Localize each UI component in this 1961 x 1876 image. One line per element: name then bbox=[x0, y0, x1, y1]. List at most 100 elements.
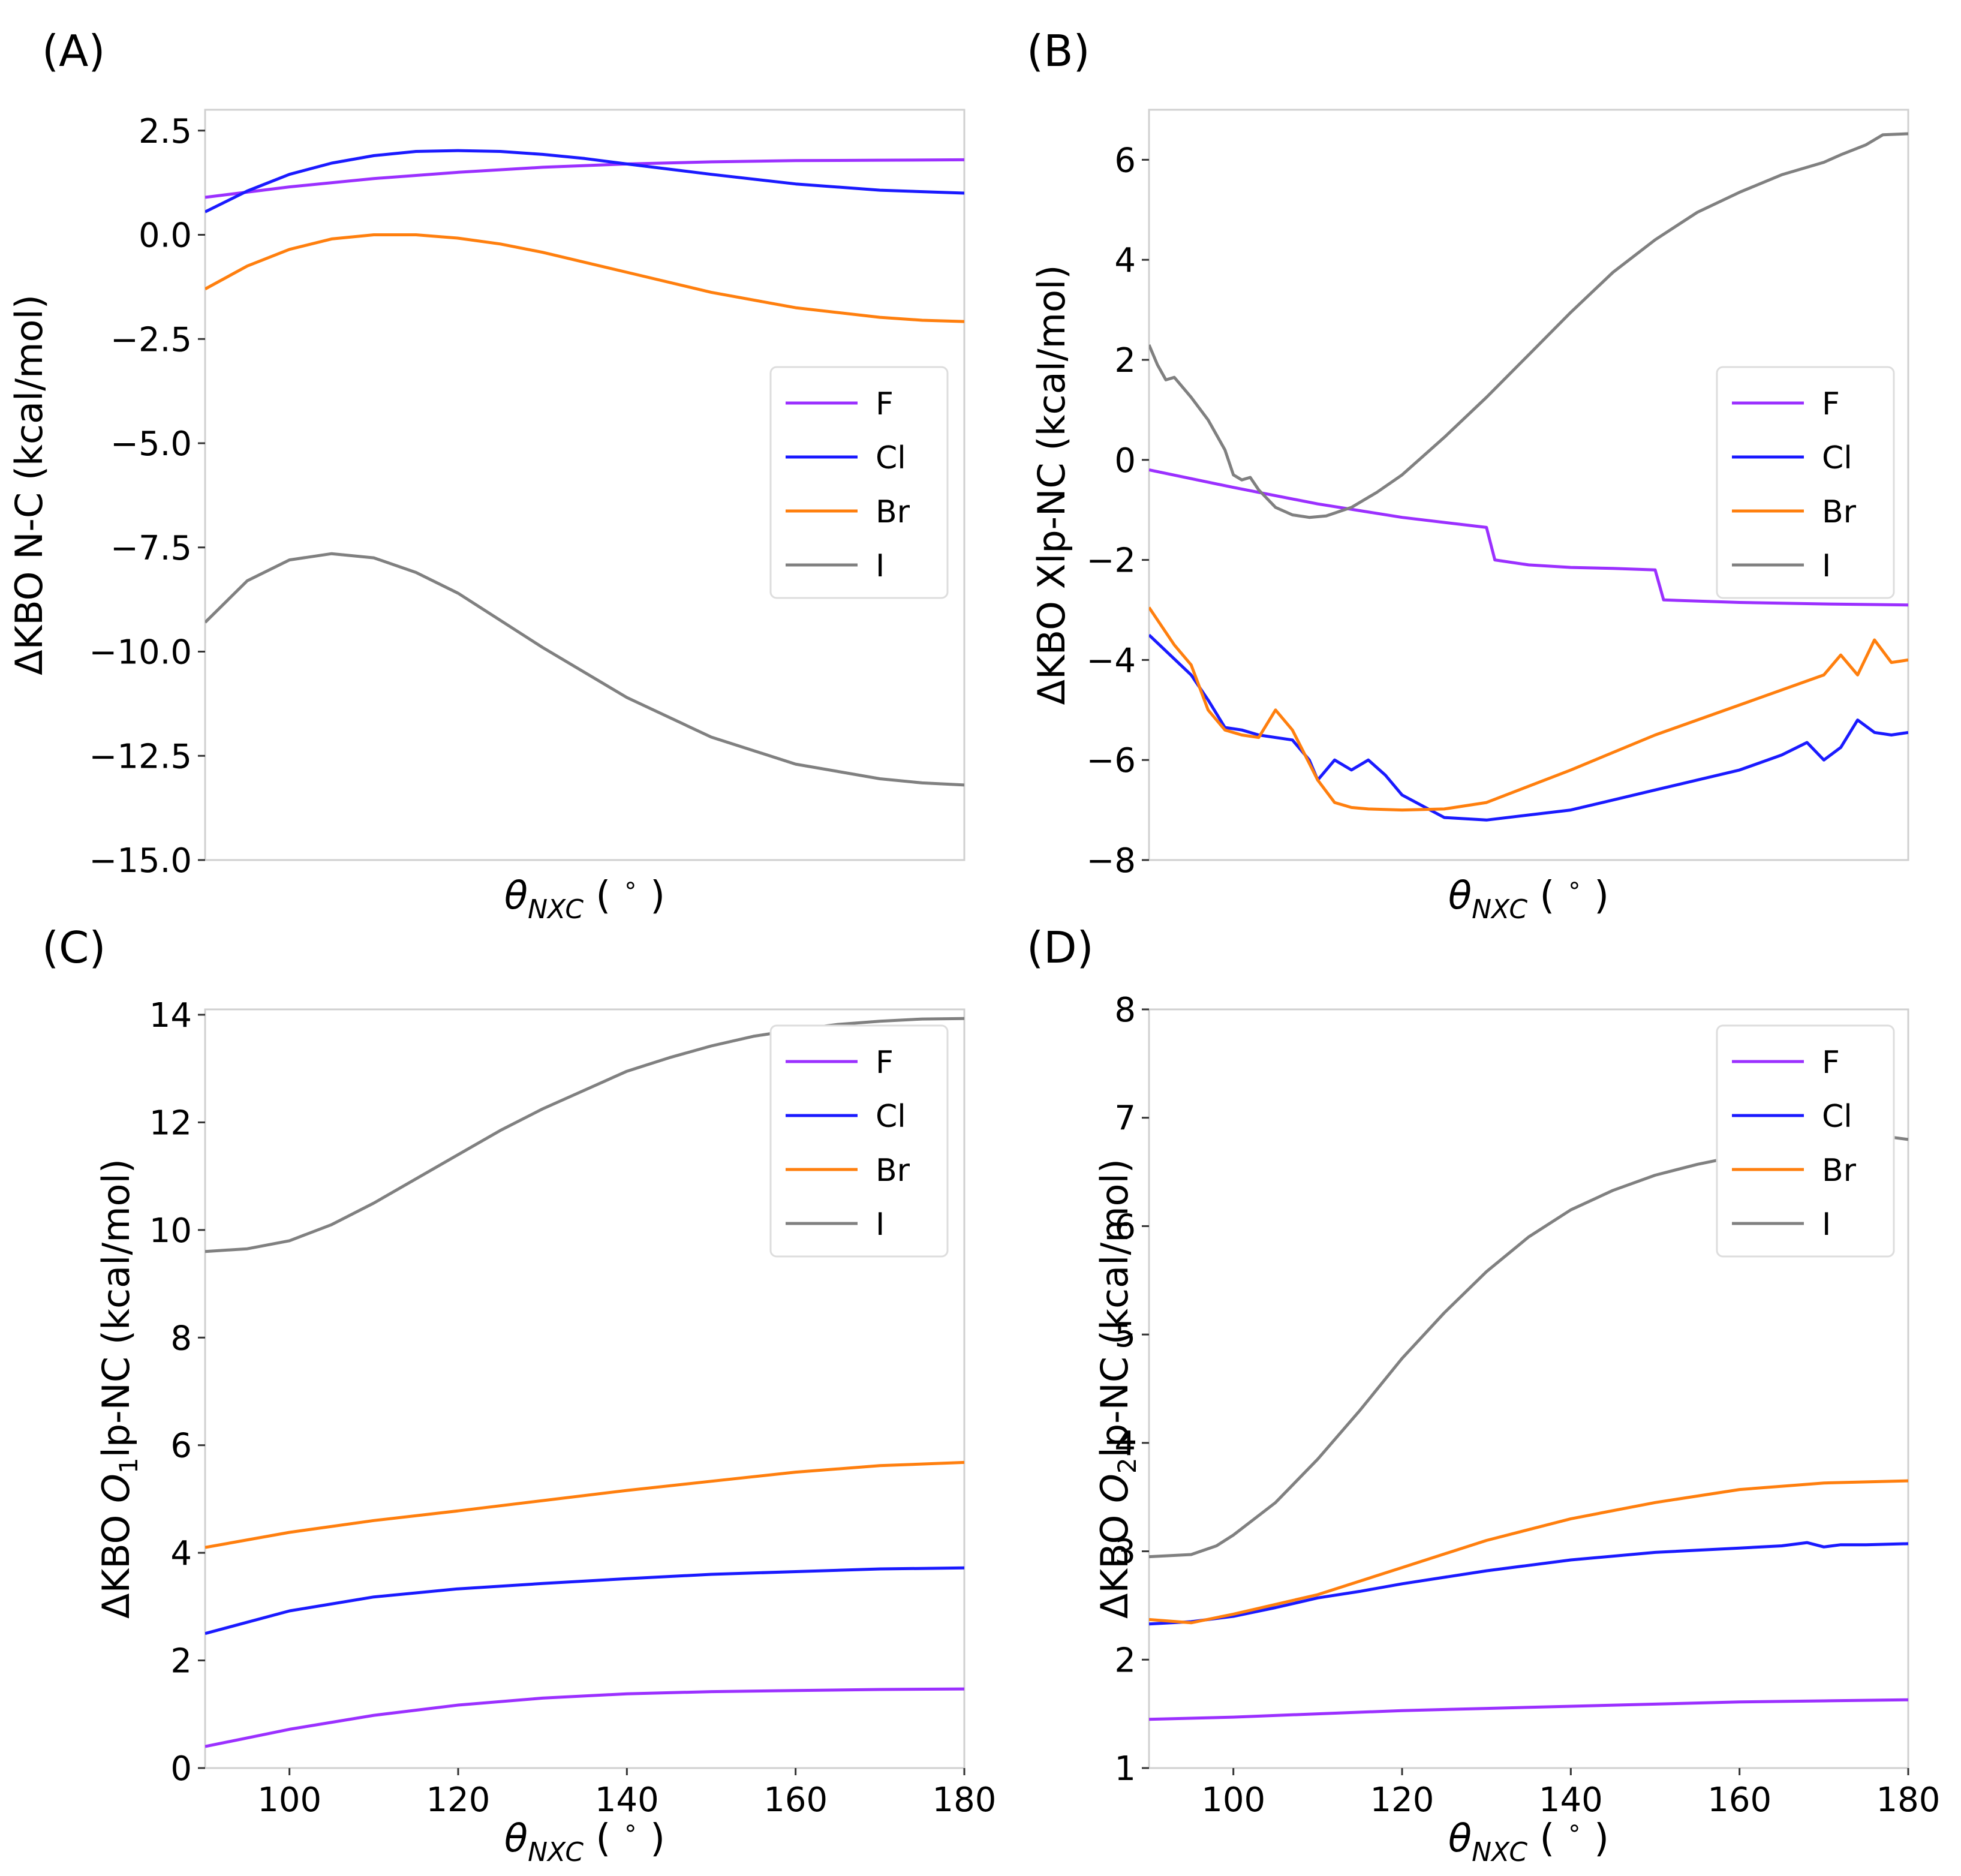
legend-label: Br bbox=[1822, 494, 1857, 530]
x-axis-label-part: ∘ bbox=[1567, 871, 1582, 899]
y-tick-label: 8 bbox=[170, 1319, 192, 1358]
x-axis-label-part: ( bbox=[1527, 1817, 1567, 1861]
y-tick-label: 6 bbox=[1114, 1207, 1136, 1246]
series-line-f bbox=[205, 158, 964, 199]
y-tick-label: −15.0 bbox=[89, 841, 192, 880]
y-tick-label: 10 bbox=[149, 1211, 192, 1250]
y-tick-label: 12 bbox=[149, 1104, 192, 1143]
y-axis-label-part: ΔKBO bbox=[1093, 1503, 1136, 1619]
y-tick-label: 6 bbox=[170, 1427, 192, 1466]
y-tick-label: −5.0 bbox=[110, 425, 192, 464]
x-axis-label-part: θ bbox=[504, 1817, 528, 1861]
x-axis-label-part: NXC bbox=[1472, 894, 1527, 925]
y-axis-label-part: lp-NC (kcal/mol) bbox=[94, 1159, 138, 1457]
x-axis-label-part: ) bbox=[1582, 1817, 1609, 1861]
series-line-br bbox=[205, 233, 964, 323]
legend-label: I bbox=[1822, 548, 1831, 584]
legend-label: I bbox=[1822, 1207, 1831, 1243]
y-axis-label: ΔKBO O2lp-NC (kcal/mol) bbox=[1093, 1159, 1142, 1619]
y-tick-label: 4 bbox=[1114, 1424, 1136, 1463]
y-axis-label: ΔKBO N-C (kcal/mol) bbox=[7, 294, 51, 675]
x-axis-label-part: ) bbox=[1582, 874, 1609, 918]
y-tick-label: −2 bbox=[1086, 542, 1136, 581]
panel-label: (B) bbox=[1027, 26, 1090, 76]
x-tick-label: 180 bbox=[933, 1781, 997, 1820]
y-tick-label: −4 bbox=[1086, 641, 1136, 680]
y-axis-label-part: 1 bbox=[114, 1457, 143, 1474]
y-tick-label: 8 bbox=[1114, 991, 1136, 1030]
legend-label: Cl bbox=[876, 1099, 906, 1135]
series-line-i bbox=[205, 1017, 964, 1253]
x-tick-label: 120 bbox=[1370, 1781, 1434, 1820]
x-axis-label-part: ) bbox=[638, 1817, 665, 1861]
legend: F Cl Br I bbox=[1716, 1024, 1895, 1258]
y-tick-label: 0 bbox=[1114, 441, 1136, 480]
plot-frame bbox=[1148, 1008, 1909, 1769]
x-axis-label-part: ( bbox=[584, 874, 623, 918]
y-axis-label: ΔKBO O1lp-NC (kcal/mol) bbox=[94, 1159, 143, 1619]
panel-label: (D) bbox=[1027, 922, 1094, 973]
y-tick-label: −8 bbox=[1086, 841, 1136, 880]
x-tick-label: 120 bbox=[426, 1781, 491, 1820]
x-axis-label-part: NXC bbox=[528, 1837, 584, 1868]
y-axis-label-part: ΔKBO bbox=[94, 1503, 138, 1619]
legend: F Cl Br I bbox=[769, 1024, 949, 1258]
legend-label: Br bbox=[876, 494, 910, 530]
y-axis-label-part: 2 bbox=[1112, 1457, 1142, 1474]
y-axis-label: ΔKBO Xlp-NC (kcal/mol) bbox=[1030, 265, 1073, 705]
y-tick-label: 0 bbox=[170, 1749, 192, 1788]
y-tick-label: 1 bbox=[1114, 1749, 1136, 1788]
x-axis-label: θNXC ( ∘ ) bbox=[1448, 871, 1609, 925]
x-axis-label-part: θ bbox=[1448, 1817, 1472, 1861]
legend-label: I bbox=[876, 1207, 885, 1243]
legend-box bbox=[1716, 366, 1895, 599]
x-axis-label-part: NXC bbox=[1472, 1837, 1527, 1868]
series-line-cl bbox=[205, 1566, 964, 1636]
x-tick-label: 100 bbox=[1201, 1781, 1265, 1820]
legend-label: F bbox=[876, 386, 894, 422]
y-tick-label: 2 bbox=[170, 1642, 192, 1681]
y-axis-label-part: O bbox=[1093, 1474, 1136, 1503]
y-tick-label: 5 bbox=[1114, 1316, 1136, 1355]
plot-frame bbox=[204, 109, 966, 861]
y-tick-label: 4 bbox=[1114, 241, 1136, 280]
series-line-f bbox=[1149, 1698, 1908, 1721]
series-line-f bbox=[205, 1687, 964, 1748]
y-tick-label: 3 bbox=[1114, 1533, 1136, 1572]
y-tick-label: 2 bbox=[1114, 1641, 1136, 1680]
y-tick-label: −12.5 bbox=[89, 737, 192, 776]
legend: F Cl Br I bbox=[1716, 366, 1895, 599]
series-line-br bbox=[1149, 1479, 1908, 1625]
panel-label: (C) bbox=[42, 922, 106, 973]
legend-label: Cl bbox=[1822, 440, 1852, 476]
x-axis-label-part: ∘ bbox=[623, 1814, 638, 1842]
legend-label: F bbox=[1822, 1045, 1840, 1081]
y-tick-label: −10.0 bbox=[89, 633, 192, 672]
legend-label: Cl bbox=[1822, 1099, 1852, 1135]
series-line-br bbox=[1149, 606, 1908, 812]
y-tick-label: 0.0 bbox=[139, 217, 192, 255]
x-tick-label: 160 bbox=[763, 1781, 828, 1820]
panel-b: (B) 6 4 2 0 −2 −4 −6 −8 ΔKBO Xlp-NC (kcal/mol) θNX… bbox=[1027, 26, 1909, 925]
legend-box bbox=[1716, 1024, 1895, 1258]
legend-label: Br bbox=[1822, 1153, 1857, 1189]
series-line-br bbox=[205, 1460, 964, 1549]
x-axis-label-part: ) bbox=[638, 874, 665, 918]
series-line-f bbox=[1149, 468, 1908, 607]
y-tick-label: −6 bbox=[1086, 741, 1136, 780]
legend-box bbox=[769, 366, 949, 599]
y-axis-label-part: lp-NC (kcal/mol) bbox=[1093, 1159, 1136, 1457]
plot-frame bbox=[204, 1008, 966, 1769]
y-tick-label: 2 bbox=[1114, 341, 1136, 380]
legend: F Cl Br I bbox=[769, 366, 949, 599]
panel-label: (A) bbox=[42, 26, 105, 76]
panel-a: (A) 2.5 0.0 −2.5 −5.0 −7.5 −10.0 −12.5 −15.0 ΔKBO… bbox=[7, 26, 966, 925]
y-tick-label: 6 bbox=[1114, 141, 1136, 180]
x-axis-label: θNXC ( ∘ ) bbox=[1448, 1814, 1609, 1868]
legend-label: F bbox=[1822, 386, 1840, 422]
x-tick-label: 100 bbox=[257, 1781, 321, 1820]
y-tick-label: 14 bbox=[149, 996, 192, 1035]
x-tick-label: 160 bbox=[1707, 1781, 1771, 1820]
y-tick-label: 2.5 bbox=[139, 112, 192, 151]
panel-c: (C) 14 12 10 8 6 4 2 0 100 120 140 160 180 ΔKBO O1lp-N… bbox=[42, 922, 996, 1868]
